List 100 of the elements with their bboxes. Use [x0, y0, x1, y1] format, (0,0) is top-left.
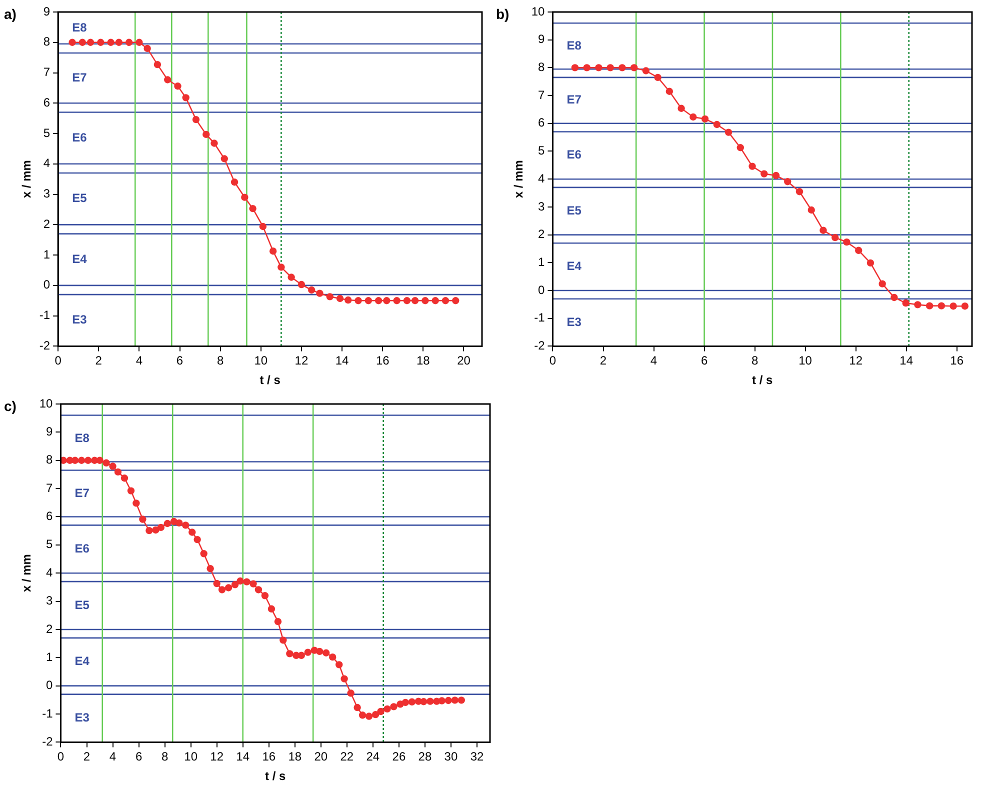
point [843, 238, 850, 246]
x-tick-label: 4 [650, 354, 658, 368]
chart-title: a) [4, 6, 16, 22]
point [411, 297, 419, 304]
point [724, 128, 732, 136]
point [164, 76, 172, 84]
y-tick-label: 1 [46, 650, 54, 664]
y-tick-label: 0 [43, 278, 50, 292]
x-tick-label: 6 [176, 354, 184, 368]
y-axis-title: x / mm [512, 160, 526, 198]
point [654, 74, 662, 82]
y-tick-label: 3 [43, 186, 50, 201]
x-axis-title: t / s [265, 769, 286, 784]
x-tick-label: 10 [184, 750, 198, 764]
x-tick-label: 6 [700, 354, 708, 368]
annotation: E5 [74, 598, 90, 612]
point [701, 115, 709, 123]
y-tick-label: 6 [43, 95, 50, 110]
point [748, 162, 756, 170]
point [364, 297, 372, 304]
point [115, 38, 123, 46]
y-tick-label: 6 [46, 509, 54, 524]
point [326, 293, 334, 300]
x-tick-label: 20 [314, 750, 328, 764]
y-tick-label: 3 [46, 594, 54, 608]
x-tick-label: 14 [900, 354, 914, 368]
y-tick-label: 9 [43, 4, 50, 18]
x-tick-label: 10 [254, 354, 268, 368]
y-tick-label: -1 [42, 706, 54, 720]
x-tick-label: 18 [416, 354, 430, 368]
x-tick-label: 2 [83, 750, 90, 764]
point [241, 194, 248, 201]
x-tick-label: 16 [262, 750, 276, 764]
point [950, 302, 957, 310]
point [374, 297, 382, 304]
annotation: E5 [72, 191, 88, 206]
point [571, 64, 579, 72]
point [606, 64, 614, 72]
chart-title: b) [496, 6, 510, 22]
y-tick-label: -2 [534, 338, 546, 353]
point [249, 204, 256, 212]
annotation: E3 [74, 710, 90, 725]
point [630, 64, 638, 72]
x-tick-label: 14 [335, 354, 350, 368]
x-tick-label: 8 [216, 354, 224, 368]
point [202, 130, 210, 138]
y-tick-label: 10 [39, 396, 54, 410]
annotation: E7 [72, 70, 88, 84]
point [125, 38, 133, 46]
point [866, 259, 874, 267]
x-tick-label: 2 [600, 354, 607, 368]
annotation: E8 [72, 20, 88, 34]
y-tick-label: 5 [538, 144, 546, 158]
point [182, 94, 190, 102]
y-tick-label: 0 [538, 282, 546, 297]
y-tick-label: 10 [531, 4, 546, 18]
y-tick-label: 4 [43, 156, 50, 170]
y-tick-label: 2 [43, 216, 50, 231]
point [890, 294, 898, 302]
point [914, 301, 922, 308]
point [442, 297, 450, 304]
point [97, 38, 104, 46]
point [336, 294, 344, 302]
y-tick-label: 4 [538, 171, 546, 186]
point [78, 38, 86, 46]
x-tick-label: 12 [849, 354, 863, 368]
x-tick-label: 16 [950, 354, 964, 368]
point [432, 297, 439, 304]
x-tick-label: 30 [444, 750, 458, 764]
point [144, 44, 151, 52]
x-tick-label: 12 [210, 750, 224, 764]
y-tick-label: 8 [538, 60, 546, 74]
point [344, 296, 352, 304]
y-tick-label: 2 [46, 622, 54, 636]
y-tick-label: -1 [534, 310, 546, 325]
x-tick-label: 4 [109, 750, 116, 764]
y-tick-label: 1 [538, 254, 546, 269]
y-tick-label: 9 [538, 32, 546, 46]
y-tick-label: 7 [538, 88, 546, 102]
point [938, 302, 946, 310]
point [220, 155, 228, 162]
y-tick-label: 1 [43, 247, 50, 262]
annotation: E4 [566, 259, 582, 274]
point [595, 64, 602, 72]
x-tick-label: 10 [798, 354, 812, 368]
x-axis-title: t / s [752, 373, 774, 388]
annotation: E4 [72, 252, 88, 266]
y-tick-label: 8 [43, 34, 50, 49]
point [878, 280, 886, 288]
x-tick-label: 24 [366, 750, 380, 764]
y-axis-title: x / mm [20, 554, 34, 592]
point [784, 178, 792, 186]
annotation: E4 [74, 654, 90, 668]
point [678, 104, 685, 112]
point [210, 140, 218, 147]
point [136, 38, 143, 46]
y-tick-label: -2 [42, 734, 54, 749]
annotation: E6 [566, 148, 582, 162]
x-tick-label: 18 [288, 750, 302, 764]
point [288, 274, 295, 281]
